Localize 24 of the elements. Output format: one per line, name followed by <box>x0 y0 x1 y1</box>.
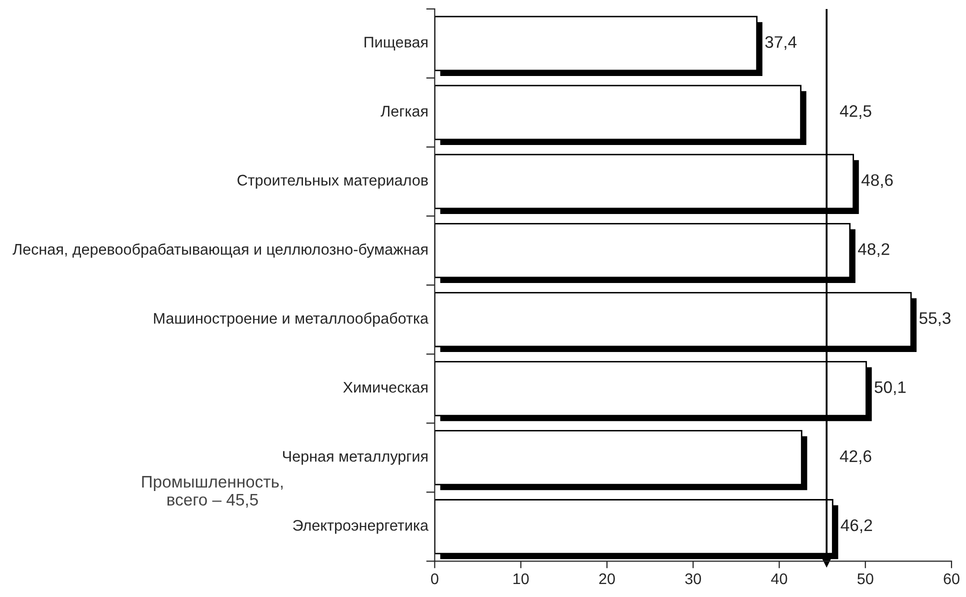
data-label: 55,3 <box>919 312 950 326</box>
data-label: 48,6 <box>861 174 893 188</box>
y-tick-label: Электроэнергетика <box>293 520 429 534</box>
data-label: 50,1 <box>874 381 906 396</box>
x-tick-label: 40 <box>771 573 788 584</box>
x-tick-label: 0 <box>431 573 438 584</box>
x-tick-label: 30 <box>685 573 702 584</box>
data-label: 42,5 <box>840 105 872 119</box>
y-tick-label: Машиностроение и металлообработка <box>154 312 429 327</box>
x-tick-label: 50 <box>857 573 874 584</box>
x-tick-label: 20 <box>599 573 615 584</box>
y-tick-label: Лесная, деревообрабатывающая и целлюлозно-бумажная <box>12 243 428 258</box>
y-tick-label: Черная металлургия <box>283 451 428 465</box>
data-label: 46,2 <box>840 519 872 534</box>
text: Промышленность, всего – 45,5 <box>142 476 283 508</box>
y-tick-label: Строительных материалов <box>238 174 428 189</box>
data-label: 37,4 <box>765 36 797 50</box>
data-label: 48,2 <box>858 243 890 257</box>
y-tick-label: Легкая <box>380 106 428 117</box>
y-tick-label: Пищевая <box>364 36 428 50</box>
data-label: 42,6 <box>840 450 872 464</box>
x-tick-label: 10 <box>514 573 529 584</box>
y-tick-label: Химическая <box>343 382 428 393</box>
x-tick-label: 60 <box>944 573 960 584</box>
